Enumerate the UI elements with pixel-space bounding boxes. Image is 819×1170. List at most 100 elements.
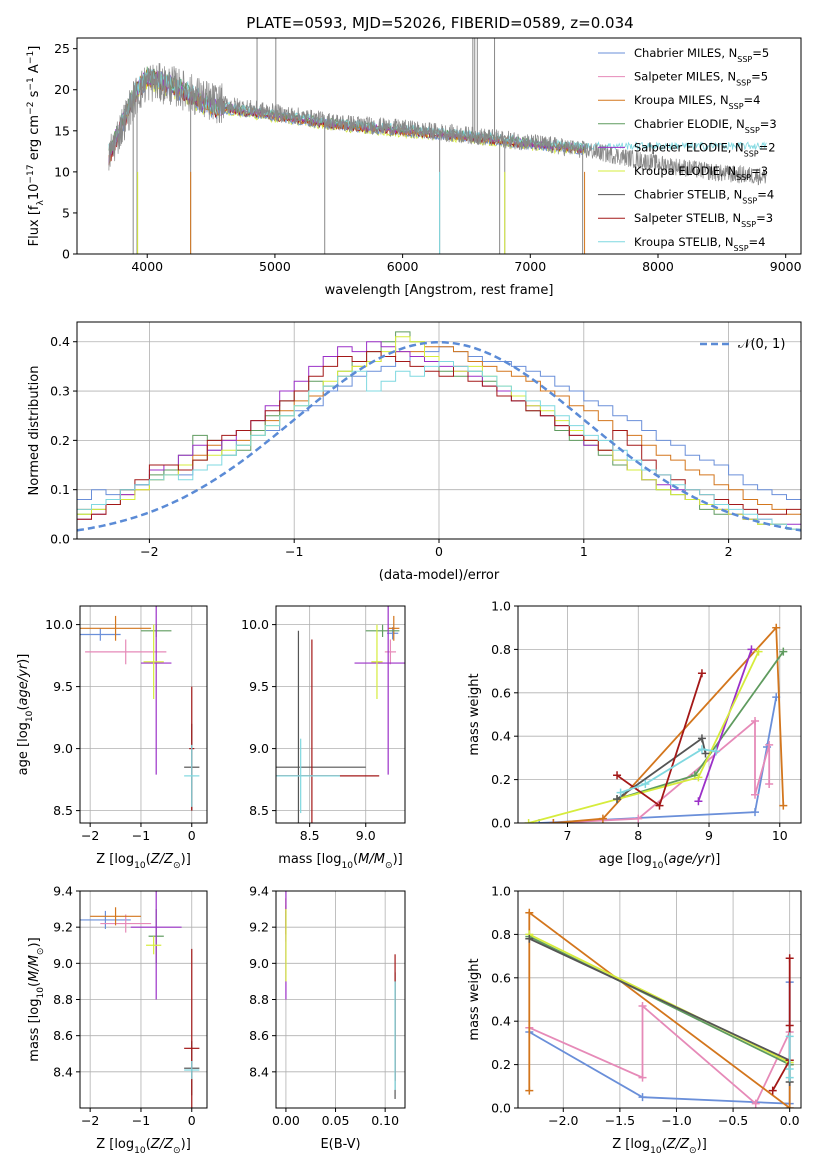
y-tick-label: 0.0 [491,1101,511,1116]
y-axis-label: mass weight [467,958,482,1040]
y-tick-label: 0.1 [50,482,70,497]
y-tick-label: 8.4 [249,1064,269,1079]
x-axis-label: Z [log10(Z/Z⊙)] [96,1137,191,1156]
y-tick-label: 0.8 [491,642,511,657]
histogram-kroupa_stelib [77,361,801,539]
x-axis-label: age [log10(age/yr)] [599,852,721,871]
x-tick-label: 4000 [131,259,163,274]
weight-marker-salpeter_elodie [694,797,703,806]
weight-marker-kroupa_stelib [785,1073,794,1082]
legend-label: 𝒩(0, 1) [738,337,785,352]
y-tick-label: 9.2 [53,920,73,935]
x-tick-label: 0.10 [371,1113,399,1128]
weight-marker-salpeter_elodie [747,645,756,654]
x-tick-label: −2 [81,1113,99,1128]
y-tick-label: 8.8 [249,992,269,1007]
errorbars [276,606,405,823]
y-tick-label: 10.0 [241,617,269,632]
y-tick-label: 0.8 [491,927,511,942]
weight-marker-salpeter_stelib [768,1086,777,1095]
weight-marker-chabrier_elodie [779,647,788,656]
data-spectrum [108,62,767,186]
y-tick-label: 1.0 [491,884,511,899]
y-tick-label: 8.8 [53,992,73,1007]
weight-marker-salpeter_stelib [613,771,622,780]
y-tick-label: 8.5 [53,803,73,818]
weight_vs_age-panel: 7 8 9 10 0.0 0.2 0.4 0.6 0.8 1.0 age [log10(age/yr… [467,599,802,871]
y-tick-label: 0.0 [50,532,70,547]
x-axis-label: wavelength [Angstrom, rest frame] [325,283,554,298]
y-tick-label: 8.4 [53,1064,73,1079]
histogram-salpeter_elodie [77,341,801,539]
x-tick-label: 8.5 [300,828,320,843]
weight-marker-salpeter_miles [751,790,760,799]
mass_vs_Z-panel: −2 −1 0 8.4 8.6 8.8 9.0 9.2 9.4 Z [log10(Z/Z⊙)] ma… [27,884,208,1156]
legend-label: Salpeter MILES, NSSP=5 [634,70,768,88]
spectrum-panel: 4000 5000 6000 7000 8000 9000 0 5 10 15 20 25 Chabri… [26,37,802,298]
x-tick-label: 9 [705,828,713,843]
x-tick-label: 0 [188,1113,196,1128]
spectrum-lines [108,38,767,254]
x-tick-label: 0 [435,544,443,559]
y-tick-label: 9.5 [249,679,269,694]
y-tick-label: 8.5 [249,803,269,818]
weight_vs_Z-panel: −2.0 −1.5 −1.0 −0.5 0.0 0.0 0.2 0.4 0.6 0.8 1.0 Z [… [467,884,802,1156]
y-tick-label: 10.0 [45,617,73,632]
y-tick-label: 0.6 [491,970,511,985]
x-tick-label: 0 [188,828,196,843]
y-tick-label: 10 [54,164,70,179]
x-tick-label: −2 [81,828,99,843]
y-tick-label: 0.4 [50,334,70,349]
x-tick-label: −2.0 [548,1113,578,1128]
weight-line-kroupa_miles [553,625,785,823]
y-tick-label: 9.0 [53,956,73,971]
y-tick-label: 0.2 [491,1057,511,1072]
y-axis-label: Flux [fλ10−17 erg cm−2 s−1 A−1] [26,46,46,247]
errorbars [80,891,200,1108]
spectrum-legend: Chabrier MILES, NSSP=5 Salpeter MILES, NS… [598,46,777,252]
y-tick-label: 5 [62,205,70,220]
x-tick-label: 2 [725,544,733,559]
legend-label: Salpeter STELIB, NSSP=3 [634,211,773,229]
x-tick-label: 0.00 [272,1113,300,1128]
weight-marker-kroupa_stelib [785,1064,794,1073]
y-tick-label: 9.4 [53,884,73,899]
y-tick-label: 9.5 [53,679,73,694]
weight-line-kroupa_miles [528,910,791,1108]
x-tick-label: 5000 [259,259,291,274]
y-tick-label: 15 [54,123,70,138]
weight-marker-chabrier_stelib [613,795,622,804]
axes-frame [517,890,802,1109]
weight-marker-chabrier_miles [638,1093,647,1102]
x-tick-label: −1 [285,544,303,559]
weight-marker-kroupa_elodie [754,647,763,656]
weight-line-salpeter_stelib [771,958,791,1092]
y-tick-label: 8.6 [249,1028,269,1043]
weight-marker-kroupa_miles [525,908,534,917]
x-tick-label: 0.0 [780,1113,800,1128]
legend-label: Salpeter ELODIE, NSSP=2 [634,140,776,158]
x-tick-label: −1 [132,1113,150,1128]
weight-marker-salpeter_miles [751,717,760,726]
weight-marker-salpeter_miles [638,1073,647,1082]
x-tick-label: 0.05 [322,1113,350,1128]
weight-marker-salpeter_stelib [655,801,664,810]
x-tick-label: −0.5 [718,1113,748,1128]
weight-marker-salpeter_miles [751,1099,760,1108]
legend-label: Kroupa MILES, NSSP=4 [634,93,760,111]
weight-marker-kroupa_miles [549,819,558,823]
weight-line-kroupa_elodie [528,651,760,823]
weight-marker-chabrier_stelib [701,749,710,758]
figure-title: PLATE=0593, MJD=52026, FIBERID=0589, z=0… [246,14,633,32]
x-axis-label: E(B-V) [320,1137,360,1152]
weight-marker-salpeter_miles [765,779,774,788]
x-tick-label: 10 [772,828,788,843]
y-axis-label: Normed distribution [27,366,42,496]
axes-frame [79,605,208,824]
axes-frame [517,605,802,824]
weight-marker-salpeter_miles [634,814,643,823]
y-tick-label: 9.2 [249,920,269,935]
x-tick-label: 9.0 [356,828,376,843]
x-tick-label: −1.5 [605,1113,635,1128]
y-tick-label: 1.0 [491,599,511,614]
